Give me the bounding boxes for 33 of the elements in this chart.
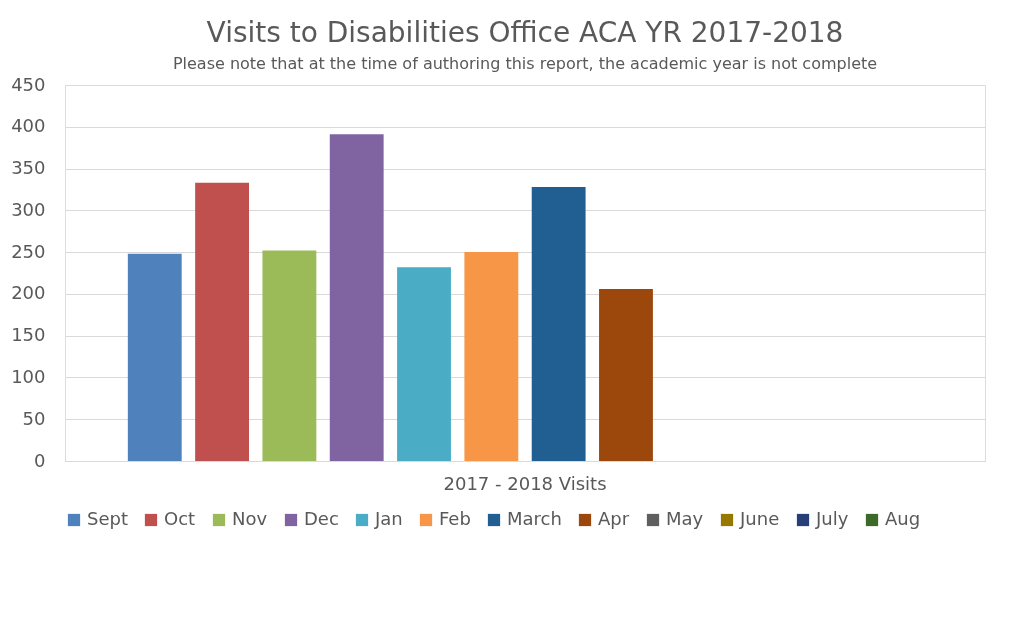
y-tick-label: 50	[22, 407, 46, 429]
y-tick-label: 100	[11, 365, 46, 387]
y-tick-label: 450	[11, 73, 46, 95]
y-tick-label: 200	[11, 282, 46, 304]
legend-label: Oct	[164, 508, 196, 529]
y-tick-label: 350	[11, 157, 46, 179]
legend-label: May	[666, 508, 704, 529]
bar	[599, 288, 653, 461]
legend-label: Apr	[598, 508, 630, 529]
legend-label: Sept	[87, 508, 128, 529]
y-tick-label: 400	[11, 115, 46, 137]
bar	[127, 253, 182, 461]
legend-label: June	[739, 508, 780, 529]
bar	[464, 252, 519, 461]
chart-title: Visits to Disabilities Office ACA YR 2017-2018	[206, 16, 844, 49]
legend-label: March	[507, 508, 562, 529]
legend-label: Dec	[304, 508, 339, 529]
y-tick-label: 0	[34, 449, 46, 471]
legend-label: Jan	[374, 508, 403, 529]
legend-label: July	[815, 508, 849, 529]
y-tick-label: 250	[11, 240, 46, 262]
chart-subtitle: Please note that at the time of authoring this report, the academic year is not complete	[172, 54, 878, 73]
legend-label: Feb	[439, 508, 471, 529]
legend-label: Aug	[885, 508, 921, 529]
y-tick-label: 150	[11, 324, 46, 346]
bar	[329, 134, 384, 461]
bar	[531, 186, 586, 461]
bar	[397, 267, 451, 461]
bar	[262, 250, 317, 461]
legend-label: Nov	[232, 508, 268, 529]
bar	[195, 182, 249, 461]
y-tick-label: 300	[11, 198, 46, 220]
x-tick-label: 2017 - 2018 Visits	[443, 472, 607, 494]
